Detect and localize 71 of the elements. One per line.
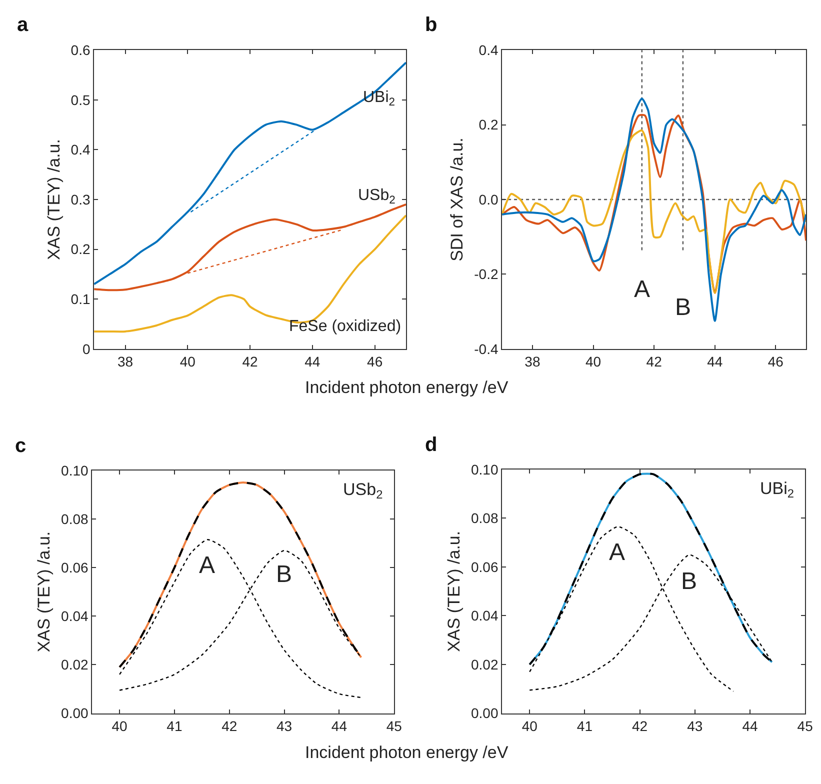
x-tick-label: 44 bbox=[331, 718, 348, 734]
annotation: A bbox=[199, 552, 216, 579]
line-series bbox=[502, 98, 806, 322]
y-tick-label: 0.10 bbox=[61, 462, 89, 478]
x-tick-label: 40 bbox=[112, 718, 128, 734]
annotation: A bbox=[609, 539, 626, 566]
x-tick-label: 46 bbox=[768, 354, 784, 370]
y-axis-title: XAS (TEY) /a.u. bbox=[34, 531, 54, 652]
series-label: FeSe (oxidized) bbox=[289, 318, 402, 335]
y-tick-label: 0.10 bbox=[471, 461, 498, 478]
y-tick-label: -0.4 bbox=[474, 340, 498, 357]
x-tick-label: 46 bbox=[367, 354, 383, 370]
y-tick-label: 0.04 bbox=[61, 608, 89, 624]
x-tick-label: 40 bbox=[522, 718, 538, 734]
annotation: UBi$_{2}$ bbox=[760, 479, 794, 501]
line-series bbox=[94, 203, 406, 292]
x-tick-label: 44 bbox=[742, 718, 758, 734]
line-series bbox=[94, 62, 406, 286]
y-tick-label: 0.06 bbox=[61, 559, 89, 576]
chart-title: c bbox=[15, 435, 26, 457]
y-tick-label: 0.1 bbox=[70, 291, 90, 307]
x-axis-title: Incident photon energy /eV bbox=[305, 378, 509, 397]
x-tick-label: 44 bbox=[304, 354, 320, 370]
x-tick-label: 38 bbox=[524, 354, 540, 370]
y-tick-label: 0.08 bbox=[471, 510, 498, 526]
y-tick-label: 0.4 bbox=[70, 142, 90, 158]
x-tick-label: 42 bbox=[242, 354, 258, 370]
x-tick-label: 42 bbox=[222, 718, 238, 734]
x-tick-label: 44 bbox=[707, 354, 723, 370]
chart-title: d bbox=[425, 434, 438, 456]
x-tick-label: 41 bbox=[166, 718, 182, 734]
y-axis-title: XAS (TEY) /a.u. bbox=[444, 530, 464, 652]
line-series bbox=[94, 214, 406, 333]
y-tick-label: 0 bbox=[82, 340, 90, 357]
chart-title: b bbox=[425, 14, 438, 36]
x-tick-label: 38 bbox=[117, 354, 134, 370]
y-tick-label: 0.00 bbox=[471, 705, 498, 722]
y-tick-label: -0.2 bbox=[474, 266, 498, 282]
x-tick-label: 40 bbox=[180, 354, 196, 370]
y-tick-label: 0.6 bbox=[70, 42, 90, 58]
y-tick-label: 0.0 bbox=[478, 191, 498, 208]
y-tick-label: 0.4 bbox=[478, 42, 498, 58]
y-tick-label: 0.2 bbox=[70, 241, 90, 258]
y-axis-title: XAS (TEY) /a.u. bbox=[44, 139, 64, 260]
y-tick-label: 0.04 bbox=[471, 608, 498, 624]
x-tick-label: 42 bbox=[646, 354, 662, 370]
y-tick-label: 0.00 bbox=[61, 705, 89, 722]
y-tick-label: 0.3 bbox=[70, 191, 90, 208]
y-tick-label: 0.08 bbox=[61, 510, 89, 527]
annotation: B bbox=[675, 294, 692, 321]
x-tick-label: 45 bbox=[797, 718, 814, 734]
x-tick-label: 43 bbox=[276, 718, 292, 734]
x-tick-label: 42 bbox=[632, 718, 648, 734]
y-tick-label: 0.5 bbox=[70, 92, 90, 108]
chart-title: a bbox=[17, 14, 29, 36]
series-label: UBi$_{2}$ bbox=[363, 89, 396, 108]
x-tick-label: 40 bbox=[585, 354, 602, 370]
x-tick-label: 45 bbox=[386, 718, 402, 734]
y-tick-label: 0.02 bbox=[61, 656, 89, 673]
annotation: A bbox=[634, 276, 650, 303]
annotation: USb$_{2}$ bbox=[343, 480, 384, 502]
y-tick-label: 0.06 bbox=[471, 558, 498, 575]
y-axis-title: SDI of XAS /a.u. bbox=[448, 138, 467, 262]
annotation: B bbox=[681, 568, 698, 595]
series-label: USb$_{2}$ bbox=[358, 187, 396, 206]
y-tick-label: 0.02 bbox=[471, 656, 498, 672]
x-tick-label: 43 bbox=[687, 718, 703, 734]
x-axis-title: Incident photon energy /eV bbox=[305, 743, 509, 762]
y-tick-label: 0.2 bbox=[478, 116, 498, 133]
x-tick-label: 41 bbox=[576, 718, 593, 734]
annotation: B bbox=[276, 561, 292, 588]
